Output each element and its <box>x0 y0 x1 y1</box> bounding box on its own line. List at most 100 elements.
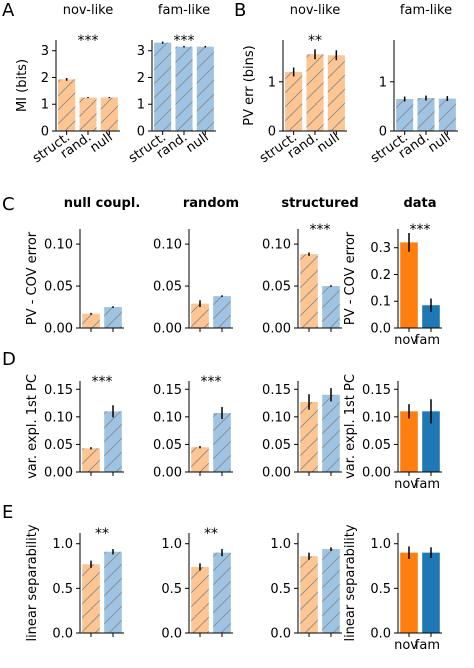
bar-hatch <box>438 98 456 131</box>
y-tick-label: 0.05 <box>262 438 291 453</box>
significance-annotation: ** <box>204 526 218 542</box>
y-axis-label: PV - COV error <box>343 231 358 325</box>
bar-hatch <box>82 564 100 633</box>
y-tick-label: 0.1 <box>370 295 391 310</box>
y-tick-label: 0.10 <box>362 410 391 425</box>
bar-hatch <box>396 99 414 131</box>
bar-hatch <box>196 46 214 131</box>
bar-hatch <box>306 54 324 132</box>
y-tick-label: 3 <box>41 44 49 59</box>
y-tick-label: 3 <box>137 44 145 59</box>
x-tick-label: null <box>315 130 343 156</box>
y-tick-label: 0.15 <box>362 383 391 398</box>
x-tick-label: null <box>184 130 212 156</box>
y-axis-label: PV - COV error <box>25 231 40 325</box>
bar-hatch <box>285 71 303 131</box>
y-tick-label: 2 <box>41 71 49 86</box>
bar-hatch <box>322 286 340 328</box>
bar-hatch <box>300 556 318 633</box>
chart-title: nov-like <box>63 3 114 18</box>
bar <box>422 305 440 328</box>
chart-title: fam-like <box>158 3 210 18</box>
chart-title: data <box>403 196 436 211</box>
chart-d-9: 0.00 0.05 0.10 0.15 *** <box>153 374 233 481</box>
y-axis-label: linear separability <box>25 524 40 641</box>
y-tick-label: 0.05 <box>44 438 73 453</box>
x-tick-label: nov <box>394 333 418 348</box>
y-tick-label: 0.5 <box>161 582 182 597</box>
bar-hatch <box>417 98 435 131</box>
y-tick-label: 1 <box>268 75 276 90</box>
y-tick-label: 0.10 <box>262 238 291 253</box>
bar <box>422 411 440 472</box>
bar <box>400 411 418 472</box>
y-tick-label: 0.00 <box>153 466 182 481</box>
bar-hatch <box>58 79 76 131</box>
y-axis-label: var. expl. 1st PC <box>25 374 40 479</box>
y-tick-label: 0.0 <box>161 627 182 642</box>
x-tick-label: nov <box>394 638 418 653</box>
y-tick-label: 0.5 <box>52 582 73 597</box>
y-tick-label: 0.10 <box>44 238 73 253</box>
y-tick-label: 1 <box>41 98 49 113</box>
bar-hatch <box>175 46 193 131</box>
y-tick-label: 0.00 <box>262 322 291 337</box>
chart-title: structured <box>281 196 358 211</box>
y-tick-label: 0.5 <box>270 582 291 597</box>
x-tick-label: fam <box>415 638 440 653</box>
significance-annotation: *** <box>174 33 195 49</box>
y-tick-label: 0.15 <box>44 383 73 398</box>
bar-hatch <box>300 254 318 328</box>
significance-annotation: ** <box>308 33 322 49</box>
y-tick-label: 0.05 <box>153 438 182 453</box>
panel-letter-e: E <box>2 502 13 523</box>
y-tick-label: 1.0 <box>270 537 291 552</box>
chart-c-4: 0.00 0.05 0.10 PV - COV error null coupl. <box>25 196 140 337</box>
bar-hatch <box>213 296 231 328</box>
chart-title: random <box>183 196 239 211</box>
y-tick-label: 0.10 <box>44 410 73 425</box>
bar-hatch <box>322 549 340 633</box>
bar-hatch <box>104 551 122 633</box>
y-axis-label: var. expl. 1st PC <box>343 374 358 479</box>
y-tick-label: 0.10 <box>262 410 291 425</box>
significance-annotation: *** <box>92 374 113 390</box>
y-tick-label: 0.10 <box>153 410 182 425</box>
y-tick-label: 0.05 <box>262 280 291 295</box>
y-tick-label: 0 <box>379 125 387 140</box>
significance-annotation: *** <box>410 222 431 238</box>
y-axis-label: linear separability <box>343 524 358 641</box>
chart-e-12: 0.0 0.5 1.0 linear separability ** <box>25 524 124 642</box>
bar <box>400 242 418 328</box>
x-tick-label: null <box>426 130 454 156</box>
bar-hatch <box>154 42 172 132</box>
y-tick-label: 0.00 <box>362 466 391 481</box>
panel-letter-b: B <box>234 0 246 21</box>
y-tick-label: 0.0 <box>370 627 391 642</box>
y-tick-label: 0.2 <box>370 268 391 283</box>
y-tick-label: 2 <box>137 71 145 86</box>
bar-hatch <box>300 401 318 472</box>
chart-c-6: 0.00 0.05 0.10 structured *** <box>262 196 359 337</box>
bar-hatch <box>104 307 122 328</box>
y-tick-label: 0.00 <box>44 322 73 337</box>
significance-annotation: *** <box>310 222 331 238</box>
y-tick-label: 1.0 <box>161 537 182 552</box>
x-tick-label: fam <box>415 477 440 492</box>
bar-hatch <box>191 566 209 633</box>
chart-e-14: 0.0 0.5 1.0 <box>270 533 342 642</box>
y-tick-label: 0.0 <box>270 627 291 642</box>
bar-hatch <box>213 412 231 472</box>
y-tick-label: 0.05 <box>44 280 73 295</box>
significance-annotation: ** <box>95 526 109 542</box>
bar-hatch <box>82 313 100 328</box>
bar-hatch <box>327 55 345 131</box>
y-tick-label: 0.15 <box>153 383 182 398</box>
y-axis-label: PV err (bins) <box>242 45 257 125</box>
bar-hatch <box>191 303 209 328</box>
y-tick-label: 0.3 <box>370 241 391 256</box>
y-tick-label: 0.05 <box>153 280 182 295</box>
